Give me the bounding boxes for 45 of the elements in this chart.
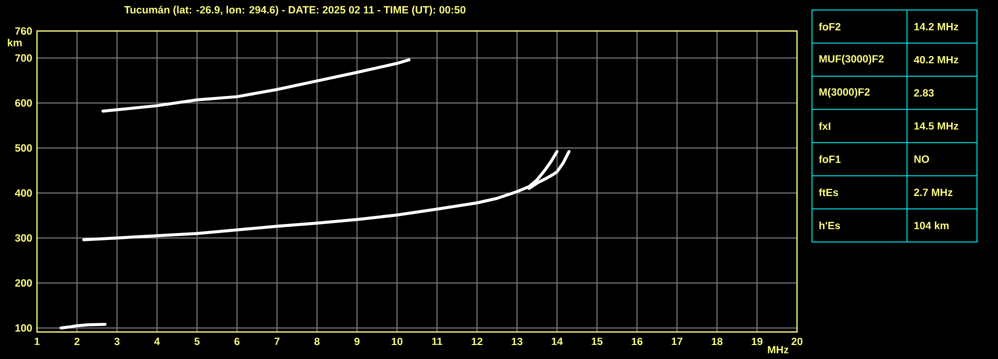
y-tick-label: 100 (15, 324, 32, 332)
x-tick-label: 7 (274, 338, 280, 345)
x-tick-label: 4 (154, 338, 160, 345)
text: 14.2 MHz (914, 22, 958, 30)
x-tick-label: 16 (632, 338, 642, 346)
x-tick-label: 19 (752, 338, 762, 346)
x-tick-label: 8 (314, 338, 320, 346)
x-tick-label: 20 (792, 338, 802, 346)
x-tick-label: 15 (592, 338, 603, 346)
text: 40.2 MHz (914, 56, 958, 64)
x-tick-label: 5 (194, 338, 200, 346)
category-label: M(3000)F2 (819, 88, 870, 98)
y-tick-label: 200 (15, 279, 32, 287)
x-tick-label: 1 (34, 338, 40, 345)
category-label: foF2 (818, 22, 840, 30)
y-tick-label: 400 (14, 189, 32, 197)
y-tick-label: 700 (15, 54, 32, 62)
x-tick-label: 13 (512, 338, 522, 346)
text: 2.83 (914, 89, 934, 97)
category-label: foF1 (818, 155, 841, 163)
text: 104 km (914, 222, 949, 230)
category-label: h'Es (819, 222, 840, 230)
category-label: MUF(3000)F2 (819, 54, 884, 65)
y-axis-title: km (8, 38, 22, 46)
x-tick-label: 3 (114, 338, 120, 346)
x-tick-label: 6 (234, 338, 240, 346)
text: NO (914, 155, 930, 163)
category-label: ftEs (818, 188, 838, 196)
y-tick-label: 500 (15, 144, 32, 152)
category-label: fxI (818, 122, 830, 130)
chart-title: Tucumán (lat: -26.9, lon: 294.6) - DATE: 2025 02 11 - TIME (UT): 00:50 (124, 6, 466, 16)
x-tick-label: 17 (672, 338, 682, 345)
text: 14.5 MHz (914, 122, 958, 130)
x-tick-label: 12 (472, 338, 482, 346)
y-tick-label: 760 (15, 27, 32, 35)
y-tick-label: 300 (15, 234, 32, 242)
x-tick-label: 14 (552, 338, 563, 345)
text: 2.7 MHz (914, 188, 952, 196)
x-tick-label: 18 (712, 338, 723, 346)
x-tick-label: 11 (432, 338, 442, 345)
x-tick-label: 2 (74, 338, 80, 346)
x-axis-title: MHz (768, 346, 788, 354)
y-tick-label: 600 (15, 99, 32, 107)
x-tick-label: 10 (392, 338, 402, 346)
x-tick-label: 9 (354, 338, 360, 346)
